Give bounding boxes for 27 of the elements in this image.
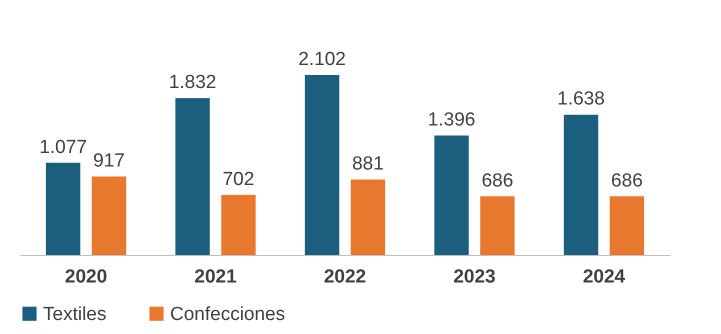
data-label: 686 bbox=[611, 170, 643, 192]
bar bbox=[480, 196, 515, 255]
x-tick-label: 2024 bbox=[582, 266, 626, 288]
data-label: 686 bbox=[482, 170, 514, 192]
x-tick-label: 2022 bbox=[324, 266, 366, 288]
bar bbox=[92, 176, 126, 255]
bar bbox=[221, 194, 256, 255]
data-label: 917 bbox=[93, 150, 125, 172]
x-tick-label: 2020 bbox=[64, 266, 108, 288]
data-label: 2.102 bbox=[298, 49, 346, 70]
data-label: 1.832 bbox=[168, 72, 216, 94]
x-tick-label: 2023 bbox=[453, 266, 496, 288]
legend-label: Textiles bbox=[43, 304, 106, 325]
bar bbox=[350, 180, 386, 255]
legend-label: Confecciones bbox=[170, 304, 286, 325]
bar bbox=[304, 75, 340, 255]
bar bbox=[46, 162, 80, 255]
data-label: 881 bbox=[352, 154, 384, 175]
bar bbox=[175, 98, 210, 255]
bar bbox=[610, 196, 644, 255]
data-label: 1.077 bbox=[39, 136, 87, 158]
bar bbox=[564, 114, 598, 255]
bar bbox=[434, 135, 469, 255]
data-label: 1.638 bbox=[557, 88, 605, 110]
data-label: 1.396 bbox=[428, 109, 476, 130]
x-tick-label: 2021 bbox=[194, 266, 238, 288]
data-label: 702 bbox=[222, 168, 254, 190]
